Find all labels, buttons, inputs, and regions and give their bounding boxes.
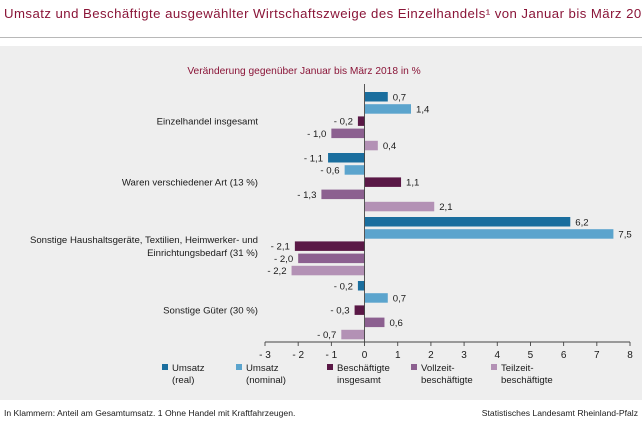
legend-label: Teilzeit-beschäftigte [501, 363, 553, 386]
data-label: 1,4 [416, 105, 430, 116]
legend-label: Umsatz (real) [172, 363, 205, 386]
legend-swatch [327, 364, 333, 370]
chart-subtitle: Veränderung gegenüber Januar bis März 20… [187, 66, 420, 77]
data-label: 7,5 [618, 230, 631, 241]
data-label: - 0,2 [334, 281, 353, 292]
bar [364, 140, 378, 151]
legend-item: Vollzeit-beschäftigte [411, 363, 473, 386]
bar [328, 153, 365, 163]
bar [364, 104, 411, 114]
bar [344, 165, 365, 175]
x-tick-label: 4 [494, 350, 500, 361]
data-label: 1,1 [406, 178, 419, 189]
bar [364, 317, 385, 328]
x-tick-label: 6 [561, 350, 567, 361]
data-label: - 0,2 [334, 117, 353, 128]
bar [331, 128, 365, 139]
bar [364, 92, 388, 102]
bar [364, 201, 435, 212]
bar [364, 177, 402, 187]
x-tick-label: - 1 [326, 350, 338, 361]
category-label: Einzelhandel insgesamt [157, 117, 259, 128]
category-label: Waren verschiedener Art (13 %) [122, 178, 258, 189]
x-tick-label: 7 [594, 350, 600, 361]
x-tick-label: 8 [627, 350, 633, 361]
data-label: 0,6 [389, 318, 402, 329]
legend-swatch [491, 364, 497, 370]
bar [294, 241, 365, 251]
data-label: - 0,3 [330, 306, 349, 317]
category-label: Sonstige Haushaltsgeräte, Textilien, Hei… [30, 235, 258, 259]
x-tick-label: 0 [362, 350, 368, 361]
legend-label: Vollzeit-beschäftigte [421, 363, 473, 386]
x-tick-label: 5 [528, 350, 534, 361]
bar [364, 217, 571, 227]
x-tick-label: - 2 [292, 350, 304, 361]
legend-label: Umsatz (nominal) [246, 363, 286, 386]
title-divider [0, 37, 642, 38]
data-label: - 0,7 [317, 330, 336, 341]
data-label: 0,7 [393, 92, 406, 103]
bar [354, 305, 365, 315]
data-label: - 0,6 [320, 166, 339, 177]
data-label: 2,1 [439, 202, 452, 213]
bar [364, 229, 614, 239]
bar [364, 293, 388, 303]
data-label: - 1,3 [297, 190, 316, 201]
x-tick-label: 1 [395, 350, 401, 361]
data-label: 0,7 [393, 294, 406, 305]
legend-swatch [411, 364, 417, 370]
bar [321, 189, 365, 200]
legend-item: Umsatz (nominal) [236, 363, 286, 386]
legend-item: Umsatz (real) [162, 363, 205, 386]
source-credit: Statistisches Landesamt Rheinland-Pfalz [481, 408, 638, 418]
bar [298, 253, 365, 264]
legend-label: Beschäftigte insgesamt [337, 363, 390, 386]
data-label: - 2,0 [274, 254, 293, 265]
bar [341, 329, 365, 340]
data-label: 6,2 [575, 217, 588, 228]
x-tick-label: - 3 [259, 350, 271, 361]
legend-item: Beschäftigte insgesamt [327, 363, 390, 386]
bar [357, 281, 365, 291]
bar [357, 116, 365, 126]
legend-item: Teilzeit-beschäftigte [491, 363, 553, 386]
bar [291, 265, 365, 276]
category-label: Sonstige Güter (30 %) [163, 306, 258, 317]
data-label: 0,4 [383, 141, 397, 152]
data-label: - 1,0 [307, 129, 326, 140]
data-label: - 2,2 [267, 266, 286, 277]
data-label: - 2,1 [271, 242, 290, 253]
x-tick-label: 3 [461, 350, 467, 361]
legend-swatch [162, 364, 168, 370]
footnote: In Klammern: Anteil am Gesamtumsatz. 1 O… [4, 408, 296, 418]
x-tick-label: 2 [428, 350, 434, 361]
chart-title: Umsatz und Beschäftigte ausgewählter Wir… [4, 6, 642, 21]
data-label: - 1,1 [304, 153, 323, 164]
legend-swatch [236, 364, 242, 370]
